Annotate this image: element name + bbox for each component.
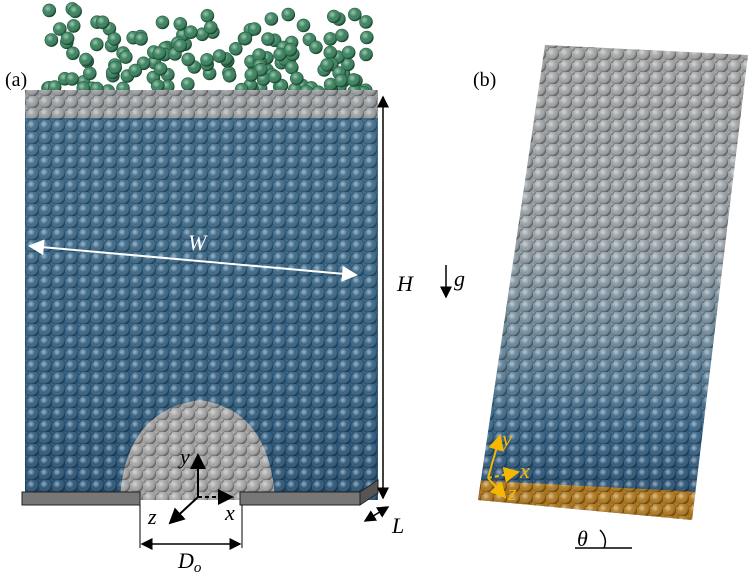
particle-shade (134, 32, 148, 46)
orifice-label: Do (177, 548, 202, 574)
particles (478, 45, 748, 520)
particle-shade (156, 15, 169, 29)
particle-shade (327, 10, 341, 23)
base-plate (21, 491, 141, 506)
particle-shade (347, 73, 361, 87)
particle-shade (66, 46, 80, 60)
particle-shade (173, 17, 187, 31)
depth-arrow (363, 506, 390, 522)
particle-shade (65, 72, 79, 86)
particle-shade (342, 46, 356, 59)
axis-label: x (519, 458, 530, 483)
axis-arrow (168, 496, 199, 525)
particle-shade (323, 46, 337, 60)
orifice-letter: D (177, 548, 194, 573)
width-arrow (28, 239, 358, 282)
particle-shade (360, 31, 374, 44)
particle-shade (200, 9, 214, 23)
particle-shade (119, 50, 133, 64)
particle-shade (68, 4, 82, 18)
particle-shade (268, 70, 282, 84)
angle-arc (599, 529, 607, 549)
particle-shade (238, 32, 252, 45)
depth-label: L (391, 513, 404, 538)
particle-shade (79, 53, 93, 66)
particle-shade (323, 32, 337, 46)
axis-label: x (224, 500, 235, 525)
particle-shade (274, 79, 288, 93)
axis-label: z (147, 504, 157, 529)
particle-shade (213, 49, 226, 63)
particle-shade (273, 48, 287, 61)
particle-shade (128, 64, 142, 78)
particle-shade (96, 15, 110, 29)
particle-shade (152, 46, 166, 60)
panel-label: (b) (473, 69, 496, 91)
particle-shade (204, 21, 218, 34)
particle-shade (53, 22, 67, 36)
particle-shade (283, 43, 297, 57)
particle-shade (309, 40, 323, 54)
particle-shade (151, 79, 165, 93)
particle-shade (90, 37, 104, 51)
particle-shade (108, 61, 122, 75)
width-label: W (188, 230, 208, 255)
particle-shade (200, 53, 214, 67)
particle-shade (229, 42, 243, 56)
particle-shade (44, 33, 58, 47)
particle-shade (359, 15, 373, 29)
particle-shade (83, 66, 97, 80)
particle-shade (181, 77, 195, 91)
particle-shade (320, 58, 334, 72)
particle-shade (359, 48, 373, 61)
particle-shade (264, 12, 278, 26)
particle-shade (341, 58, 355, 71)
free-particles (41, 2, 374, 100)
particle-shade (173, 39, 187, 53)
particle-shade (181, 52, 195, 66)
particle-shade (281, 8, 295, 22)
particle-shade (348, 8, 362, 21)
particle-shade (223, 69, 237, 83)
particle-shade (154, 62, 167, 76)
particle-shade (67, 19, 81, 33)
particles (25, 90, 378, 500)
particle-shade (248, 22, 261, 36)
particle-shade (324, 78, 338, 92)
orifice-subscript: o (194, 560, 202, 574)
particle-shade (335, 29, 349, 42)
axis-arrow (487, 434, 504, 479)
particle-shade (334, 74, 348, 88)
axis-label: y (178, 444, 190, 469)
base-plate (239, 491, 361, 506)
particle-shade (297, 18, 310, 32)
particle-shade (184, 25, 198, 39)
particle-shade (244, 68, 258, 82)
axis-arrow (487, 466, 520, 483)
particle-shade (290, 71, 304, 85)
angle-label: θ (577, 526, 588, 551)
panel-label: (a) (5, 69, 27, 91)
axis-label: z (507, 480, 517, 505)
axis-arrow (487, 477, 507, 499)
particle-shade (161, 80, 175, 94)
particle-shade (107, 32, 121, 46)
height-label: H (396, 271, 414, 296)
tilted-bed (478, 45, 748, 520)
particle-shade (252, 48, 266, 62)
particle-shade (61, 31, 75, 45)
particle-shade (261, 32, 275, 46)
particle-shade (285, 61, 299, 74)
particle-shade (42, 3, 56, 17)
gravity-label: g (454, 266, 465, 291)
axis-label: y (500, 426, 512, 451)
